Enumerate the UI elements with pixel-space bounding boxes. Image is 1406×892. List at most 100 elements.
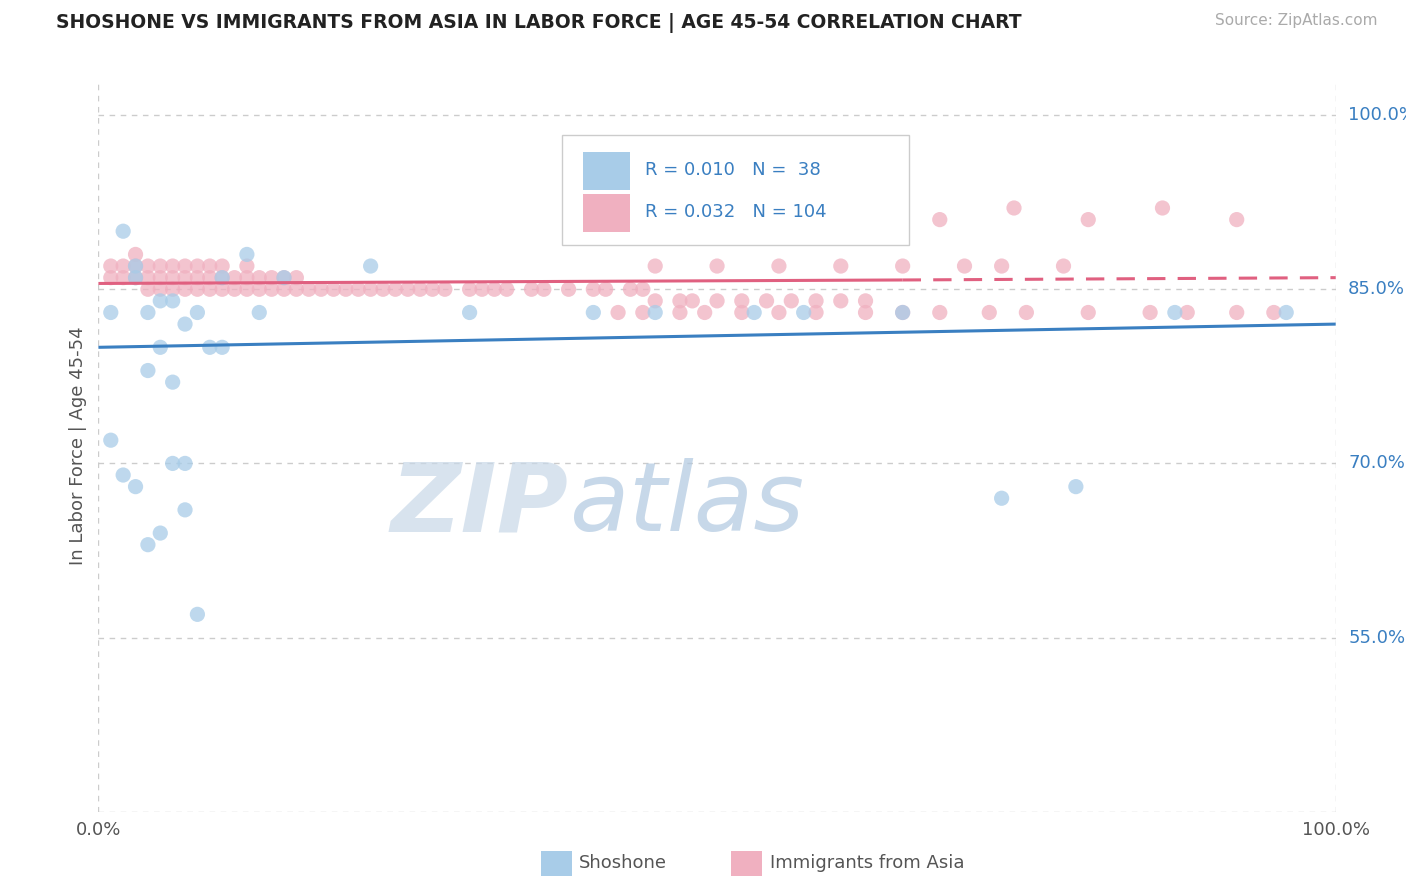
Point [186, 305, 208, 319]
Point [990, 259, 1012, 273]
Point [100, 259, 122, 273]
Point [433, 282, 456, 296]
Point [335, 282, 357, 296]
Point [1077, 212, 1099, 227]
Point [186, 607, 208, 622]
Text: atlas: atlas [568, 458, 804, 551]
Point [162, 293, 184, 308]
Bar [583, 194, 630, 232]
Point [731, 293, 754, 308]
Point [928, 212, 950, 227]
Point [136, 282, 159, 296]
Point [458, 282, 481, 296]
Point [1226, 212, 1249, 227]
Point [174, 317, 197, 331]
Point [1052, 259, 1074, 273]
Point [1064, 480, 1087, 494]
Point [422, 282, 444, 296]
Point [582, 305, 605, 319]
Point [247, 305, 270, 319]
Point [162, 282, 184, 296]
Point [830, 259, 852, 273]
Text: 100.0%: 100.0% [1348, 106, 1406, 124]
Text: 70.0%: 70.0% [1348, 454, 1405, 473]
Point [731, 305, 754, 319]
Point [260, 282, 283, 296]
Point [174, 503, 197, 517]
Point [706, 293, 728, 308]
Point [112, 270, 135, 285]
Point [100, 270, 122, 285]
Point [396, 282, 419, 296]
Point [124, 247, 146, 261]
Point [1263, 305, 1285, 319]
Point [384, 282, 406, 296]
Point [371, 282, 394, 296]
Point [309, 282, 332, 296]
Point [768, 305, 790, 319]
Point [136, 538, 159, 552]
Point [247, 282, 270, 296]
Point [681, 293, 703, 308]
Text: R = 0.032   N = 104: R = 0.032 N = 104 [645, 203, 827, 221]
Point [124, 270, 146, 285]
Point [198, 270, 221, 285]
Point [804, 305, 827, 319]
Point [247, 270, 270, 285]
Point [224, 270, 246, 285]
Point [1002, 201, 1025, 215]
Point [162, 375, 184, 389]
Point [557, 282, 579, 296]
Point [198, 259, 221, 273]
Point [186, 282, 208, 296]
Point [273, 270, 295, 285]
Point [855, 305, 877, 319]
Point [273, 282, 295, 296]
Point [149, 259, 172, 273]
Point [595, 282, 617, 296]
Point [693, 305, 716, 319]
Point [198, 340, 221, 354]
FancyBboxPatch shape [562, 136, 908, 245]
Point [1077, 305, 1099, 319]
Point [755, 293, 778, 308]
Text: Immigrants from Asia: Immigrants from Asia [770, 855, 965, 872]
Point [112, 259, 135, 273]
Point [124, 480, 146, 494]
Point [136, 270, 159, 285]
Point [1275, 305, 1298, 319]
Text: ZIP: ZIP [391, 458, 568, 551]
Text: Source: ZipAtlas.com: Source: ZipAtlas.com [1215, 13, 1378, 29]
Point [669, 293, 692, 308]
Point [1164, 305, 1187, 319]
Point [360, 259, 382, 273]
Point [211, 282, 233, 296]
Point [644, 259, 666, 273]
Point [124, 259, 146, 273]
Point [198, 282, 221, 296]
Point [360, 282, 382, 296]
Point [458, 305, 481, 319]
Point [953, 259, 976, 273]
Point [174, 457, 197, 471]
Point [298, 282, 321, 296]
Point [1226, 305, 1249, 319]
Point [136, 259, 159, 273]
Point [1152, 201, 1174, 215]
Point [990, 491, 1012, 506]
Point [780, 293, 803, 308]
Text: R = 0.010   N =  38: R = 0.010 N = 38 [645, 161, 821, 179]
Point [1139, 305, 1161, 319]
Point [631, 305, 654, 319]
Point [891, 305, 914, 319]
Point [520, 282, 543, 296]
Text: 85.0%: 85.0% [1348, 280, 1405, 298]
Point [768, 259, 790, 273]
Point [495, 282, 517, 296]
Point [236, 282, 259, 296]
Point [742, 305, 765, 319]
Point [285, 270, 308, 285]
Point [669, 305, 692, 319]
Point [149, 293, 172, 308]
Point [149, 270, 172, 285]
